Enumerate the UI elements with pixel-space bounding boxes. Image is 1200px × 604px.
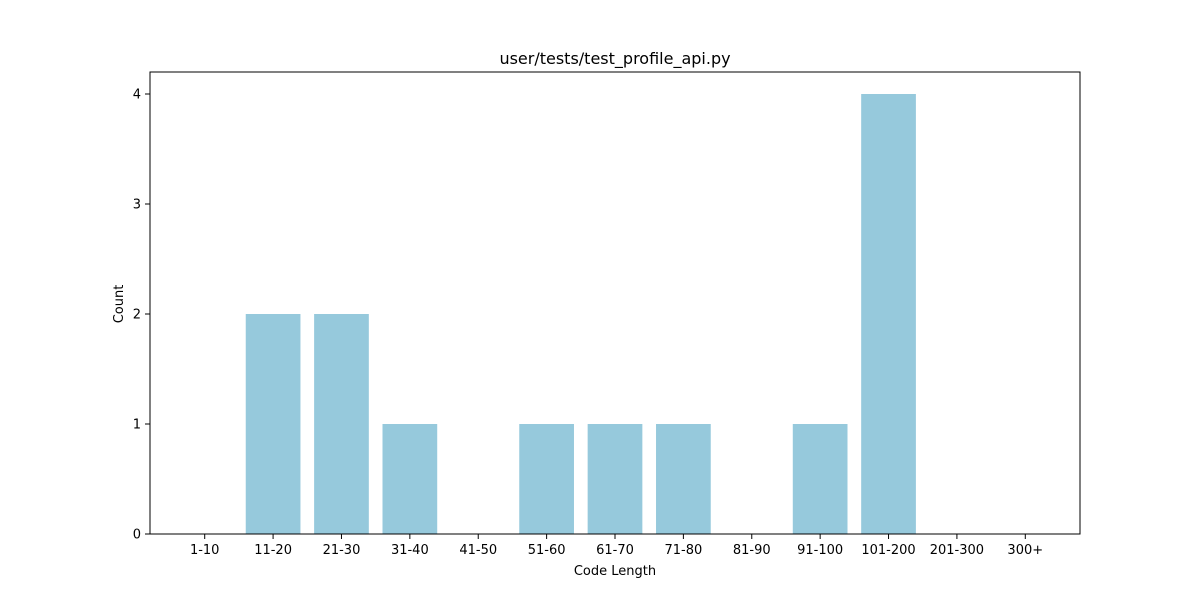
x-tick-label: 300+	[1007, 543, 1043, 558]
bar-21-30	[314, 314, 369, 534]
bar-61-70	[588, 424, 643, 534]
x-tick-label: 81-90	[733, 543, 771, 558]
y-tick-label: 3	[133, 198, 141, 213]
x-tick-label: 71-80	[664, 543, 702, 558]
bar-91-100	[793, 424, 848, 534]
y-tick-label: 4	[133, 88, 141, 103]
x-tick-label: 51-60	[528, 543, 566, 558]
x-tick-label: 101-200	[861, 543, 915, 558]
chart-title: user/tests/test_profile_api.py	[499, 49, 730, 69]
y-tick-label: 1	[133, 418, 141, 433]
x-tick-label: 21-30	[323, 543, 361, 558]
x-tick-label: 1-10	[190, 543, 220, 558]
x-tick-label: 11-20	[254, 543, 292, 558]
x-tick-label: 201-300	[930, 543, 984, 558]
y-tick-label: 0	[133, 528, 141, 543]
x-tick-label: 61-70	[596, 543, 634, 558]
y-axis-label: Count	[112, 285, 127, 324]
y-tick-label: 2	[133, 308, 141, 323]
bar-101-200	[861, 94, 916, 534]
x-tick-label: 31-40	[391, 543, 429, 558]
x-tick-label: 41-50	[459, 543, 497, 558]
bar-31-40	[383, 424, 438, 534]
x-tick-label: 91-100	[797, 543, 843, 558]
bar-71-80	[656, 424, 711, 534]
bar-11-20	[246, 314, 301, 534]
bar-51-60	[519, 424, 574, 534]
x-axis-label: Code Length	[574, 564, 656, 579]
